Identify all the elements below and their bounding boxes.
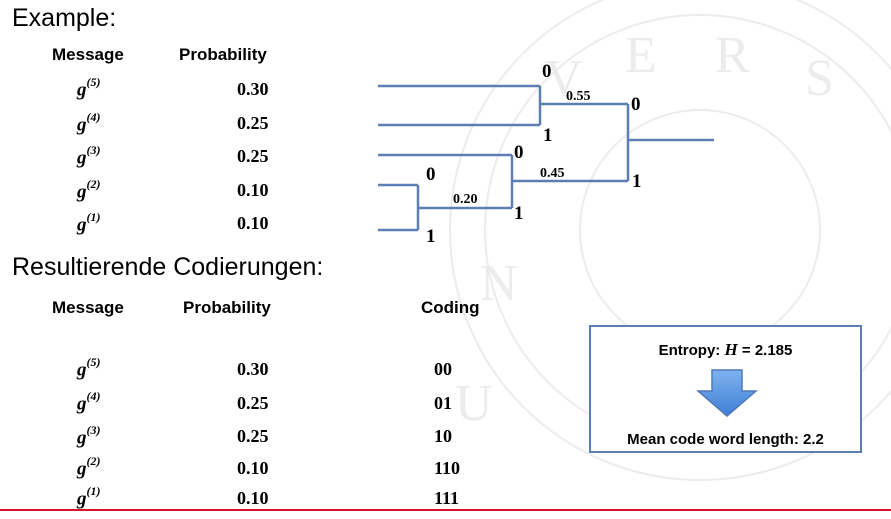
node-value: 0.20 — [453, 192, 478, 207]
top-row-message: g(5) — [77, 75, 101, 101]
svg-text:V: V — [545, 50, 583, 107]
top-row-message: g(1) — [77, 210, 101, 236]
edge-label: 0 — [514, 142, 524, 163]
mean-code-length: Mean code word length: 2.2 — [627, 431, 824, 448]
entropy-box: Entropy: H = 2.185 Mean code word length… — [589, 325, 862, 453]
bottom-row-message: g(5) — [77, 355, 101, 381]
top-row-probability: 0.10 — [237, 213, 269, 233]
top-row-message: g(4) — [77, 110, 101, 136]
bottom-row-coding: 01 — [434, 393, 452, 413]
bottom-header-coding: Coding — [421, 298, 480, 317]
edge-label: 1 — [514, 203, 524, 224]
bottom-row-message: g(2) — [77, 454, 101, 480]
edge-label: 0 — [426, 164, 436, 185]
down-arrow-icon — [696, 369, 758, 417]
svg-text:S: S — [805, 50, 834, 107]
top-row-probability: 0.10 — [237, 180, 269, 200]
bottom-row-probability: 0.10 — [237, 458, 269, 478]
top-row-probability: 0.25 — [237, 146, 269, 166]
edge-label: 1 — [426, 226, 436, 247]
bottom-row-probability: 0.10 — [237, 488, 269, 508]
edge-label: 0 — [542, 61, 552, 82]
edge-label: 1 — [632, 171, 642, 192]
bottom-row-probability: 0.30 — [237, 359, 269, 379]
bottom-row-probability: 0.25 — [237, 426, 269, 446]
bottom-row-message: g(4) — [77, 389, 101, 415]
node-value: 0.45 — [540, 166, 565, 181]
result-heading: Resultierende Codierungen: — [12, 253, 324, 281]
bottom-row-coding: 10 — [434, 426, 452, 446]
edge-label: 0 — [631, 94, 641, 115]
bottom-row-message: g(1) — [77, 484, 101, 510]
svg-text:E: E — [625, 27, 657, 84]
top-row-message: g(3) — [77, 143, 101, 169]
bottom-row-message: g(3) — [77, 423, 101, 449]
example-heading: Example: — [12, 4, 117, 32]
bottom-row-coding: 00 — [434, 359, 452, 379]
bottom-row-coding: 111 — [434, 488, 460, 508]
node-value: 0.55 — [566, 89, 591, 104]
bottom-row-coding: 110 — [434, 458, 461, 478]
bottom-header-probability: Probability — [183, 298, 271, 317]
bottom-row-probability: 0.25 — [237, 393, 269, 413]
svg-text:N: N — [480, 255, 518, 312]
footer-rule — [0, 509, 891, 511]
svg-text:U: U — [455, 375, 493, 432]
bottom-header-message: Message — [52, 298, 124, 317]
top-header-message: Message — [52, 45, 124, 64]
svg-text:R: R — [715, 27, 750, 84]
edge-label: 1 — [543, 125, 553, 146]
top-row-probability: 0.30 — [237, 79, 269, 99]
top-header-probability: Probability — [179, 45, 267, 64]
top-row-message: g(2) — [77, 177, 101, 203]
entropy-line: Entropy: H = 2.185 — [658, 340, 793, 359]
top-row-probability: 0.25 — [237, 113, 269, 133]
